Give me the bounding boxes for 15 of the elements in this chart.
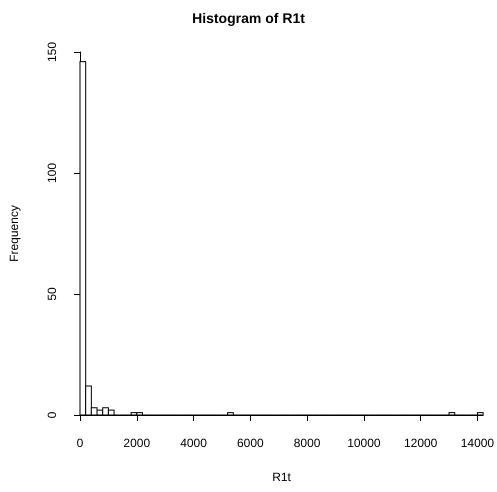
- x-tick-label: 6000: [236, 436, 264, 450]
- x-tick-label: 4000: [180, 436, 208, 450]
- x-tick-label: 10000: [347, 436, 381, 450]
- x-tick-label: 8000: [294, 436, 321, 450]
- x-tick-label: 12000: [404, 436, 438, 450]
- y-tick-label: 150: [45, 42, 59, 62]
- y-axis-title: Frequency: [7, 205, 21, 262]
- x-tick-label: 14000: [460, 436, 494, 450]
- y-tick-label: 0: [45, 411, 59, 418]
- x-tick-label: 2000: [123, 436, 150, 450]
- chart-title: Histogram of R1t: [192, 10, 306, 26]
- y-tick-label: 50: [45, 287, 59, 301]
- x-tick-label: 0: [76, 436, 84, 450]
- y-tick-label: 100: [45, 162, 59, 184]
- x-axis-title: R1t: [272, 470, 292, 484]
